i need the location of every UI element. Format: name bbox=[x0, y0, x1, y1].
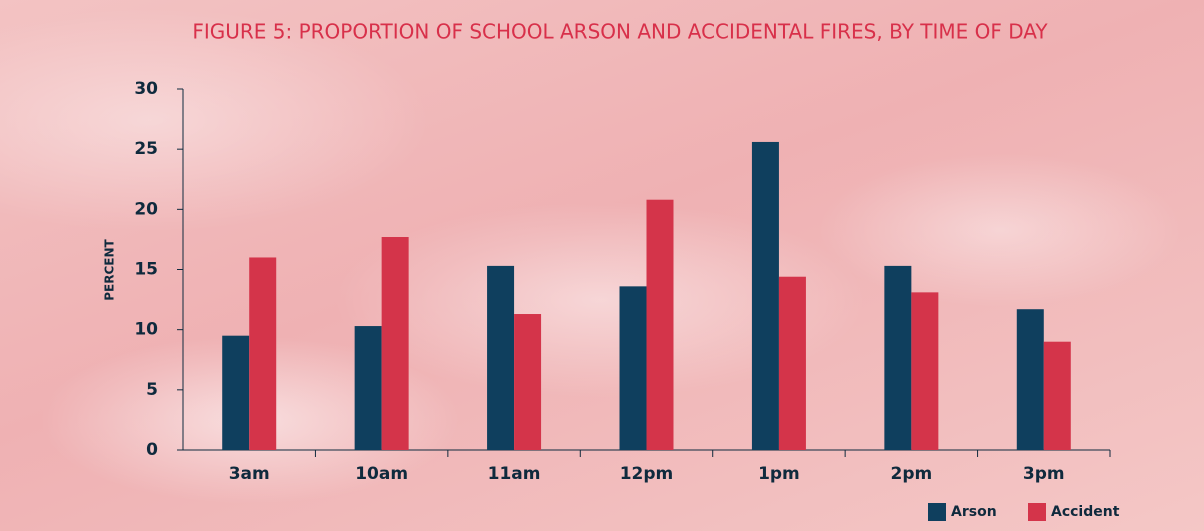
bar bbox=[1016, 309, 1044, 450]
bar bbox=[778, 276, 806, 450]
bar bbox=[884, 265, 912, 450]
x-tick-label: 3pm bbox=[1023, 464, 1065, 484]
y-tick-label: 0 bbox=[146, 440, 158, 460]
bar bbox=[911, 292, 939, 450]
bar bbox=[222, 335, 250, 450]
bar bbox=[646, 199, 674, 450]
legend-swatch bbox=[928, 503, 946, 521]
bar bbox=[249, 257, 277, 450]
bar bbox=[1043, 341, 1071, 450]
y-tick-label: 10 bbox=[134, 320, 158, 340]
chart-title: FIGURE 5: PROPORTION OF SCHOOL ARSON AND… bbox=[192, 20, 1048, 44]
x-tick-label: 12pm bbox=[620, 464, 674, 484]
y-tick-label: 5 bbox=[146, 380, 158, 400]
x-tick-label: 2pm bbox=[890, 464, 932, 484]
bar bbox=[619, 286, 647, 450]
legend-label: Arson bbox=[951, 504, 997, 520]
x-tick-label: 11am bbox=[488, 464, 541, 484]
x-tick-label: 1pm bbox=[758, 464, 800, 484]
y-tick-label: 30 bbox=[134, 79, 158, 99]
bar bbox=[354, 326, 382, 450]
y-axis-label: PERCENT bbox=[103, 238, 117, 300]
y-tick-label: 20 bbox=[134, 199, 158, 219]
x-tick-label: 3am bbox=[229, 464, 270, 484]
y-tick-label: 15 bbox=[134, 260, 158, 280]
bar bbox=[381, 237, 409, 450]
y-tick-label: 25 bbox=[134, 139, 158, 159]
bar bbox=[751, 141, 779, 451]
bar bbox=[487, 265, 515, 450]
x-tick-label: 10am bbox=[355, 464, 408, 484]
bar bbox=[514, 314, 542, 450]
legend-swatch bbox=[1028, 503, 1046, 521]
legend-label: Accident bbox=[1051, 504, 1120, 520]
